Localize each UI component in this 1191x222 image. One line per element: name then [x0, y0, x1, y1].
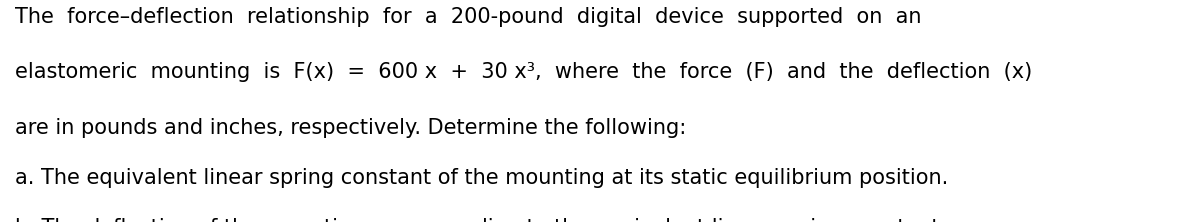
Text: The  force–deflection  relationship  for  a  200-pound  digital  device  support: The force–deflection relationship for a … — [15, 7, 922, 27]
Text: are in pounds and inches, respectively. Determine the following:: are in pounds and inches, respectively. … — [15, 118, 687, 138]
Text: elastomeric  mounting  is  F(x)  =  600 x  +  30 x³,  where  the  force  (F)  an: elastomeric mounting is F(x) = 600 x + 3… — [15, 62, 1033, 82]
Text: a. The equivalent linear spring constant of the mounting at its static equilibri: a. The equivalent linear spring constant… — [15, 168, 949, 188]
Text: b. The deflection of the mounting corresponding to the equivalent linear spring : b. The deflection of the mounting corres… — [15, 218, 940, 222]
